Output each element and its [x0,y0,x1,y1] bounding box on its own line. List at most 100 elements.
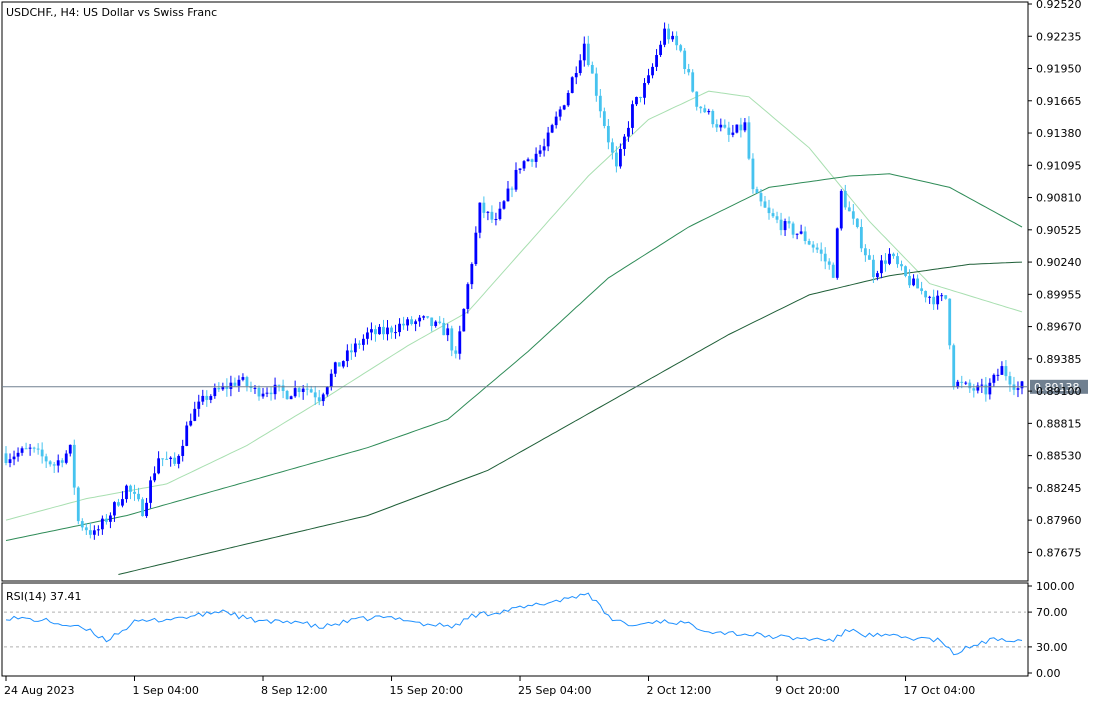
candle [333,361,337,377]
candle [755,186,759,194]
candle-body [843,190,847,208]
candle [775,211,779,224]
candle [454,346,458,359]
candle [209,394,213,404]
candle-body [466,284,470,309]
candle [129,484,132,500]
candle [213,383,217,399]
candle [799,224,803,235]
candle [422,315,426,321]
candle [739,117,743,138]
candle [723,119,727,129]
candle [948,298,952,350]
time-tick-label: 17 Oct 04:00 [904,684,976,697]
candle [88,522,92,539]
candle-body [896,256,899,265]
candle [1004,360,1008,381]
price-tick-label: 0.90525 [1036,224,1082,237]
candle-body [32,447,36,449]
candle [430,317,434,332]
candle [783,218,787,236]
candle-body [285,390,289,400]
candle [675,31,679,51]
candle-body [578,60,582,74]
candle [197,394,201,417]
candle-body [109,515,112,522]
candle [976,382,980,394]
candle-body [414,321,418,325]
time-tick-label: 2 Oct 12:00 [647,684,712,697]
candle-body [928,296,932,298]
candle-body [394,332,397,334]
candle-body [390,327,393,333]
candle-body [783,221,787,231]
candle-body [867,255,871,260]
candle [831,262,835,279]
moving-average-slow [118,261,1023,575]
candle [727,121,731,142]
candle-body [28,447,32,449]
candle-body [815,247,819,250]
candle [534,147,538,168]
candle [1016,381,1020,398]
candle [795,233,799,240]
candle-body [177,455,181,464]
candle [811,241,815,253]
candle [574,66,578,85]
candle [458,325,462,360]
candle [321,392,325,406]
candle-body [703,108,707,113]
rsi-label: RSI(14) 37.41 [6,590,81,603]
candle-body [799,231,803,234]
candle-body [819,249,823,254]
price-tick-label: 0.91665 [1036,95,1082,108]
candle-body [68,444,72,454]
candle [912,274,915,287]
candle-body [169,457,173,460]
candle-body [594,73,598,96]
candle [153,466,156,483]
candle [735,124,739,134]
candle-body [980,384,984,386]
time-tick-label: 9 Oct 20:00 [775,684,840,697]
candle-body [530,159,534,162]
candle [297,386,301,398]
candle-body [1008,376,1012,385]
candle-body [273,384,277,395]
candle-body [454,350,458,354]
candle [892,252,895,259]
candle [60,458,64,468]
candle-body [623,136,626,149]
candle-body [518,168,522,170]
candle-body [253,387,257,389]
candle [502,200,506,210]
candle-body [851,211,855,219]
candle-body [679,45,683,51]
candle [602,107,606,129]
candle [362,334,365,351]
candle-body [446,328,450,336]
candle [530,158,534,167]
candle [904,265,907,278]
candle-body [610,142,614,153]
candle [72,439,76,495]
candle [538,144,542,157]
candle-body [229,382,233,389]
candle [273,377,277,400]
candle [719,118,723,132]
candle [113,501,116,522]
candle-body [667,28,671,40]
candle-body [876,273,879,278]
candle [386,320,389,341]
candle-body [920,288,924,291]
candle [896,252,899,268]
candle-body [514,169,518,190]
candle-body [795,233,799,235]
chart-title: USDCHF., H4: US Dollar vs Swiss Franc [6,6,217,19]
candle [614,146,618,173]
candle [558,106,562,121]
candle [341,360,345,369]
candle-body [940,295,944,297]
